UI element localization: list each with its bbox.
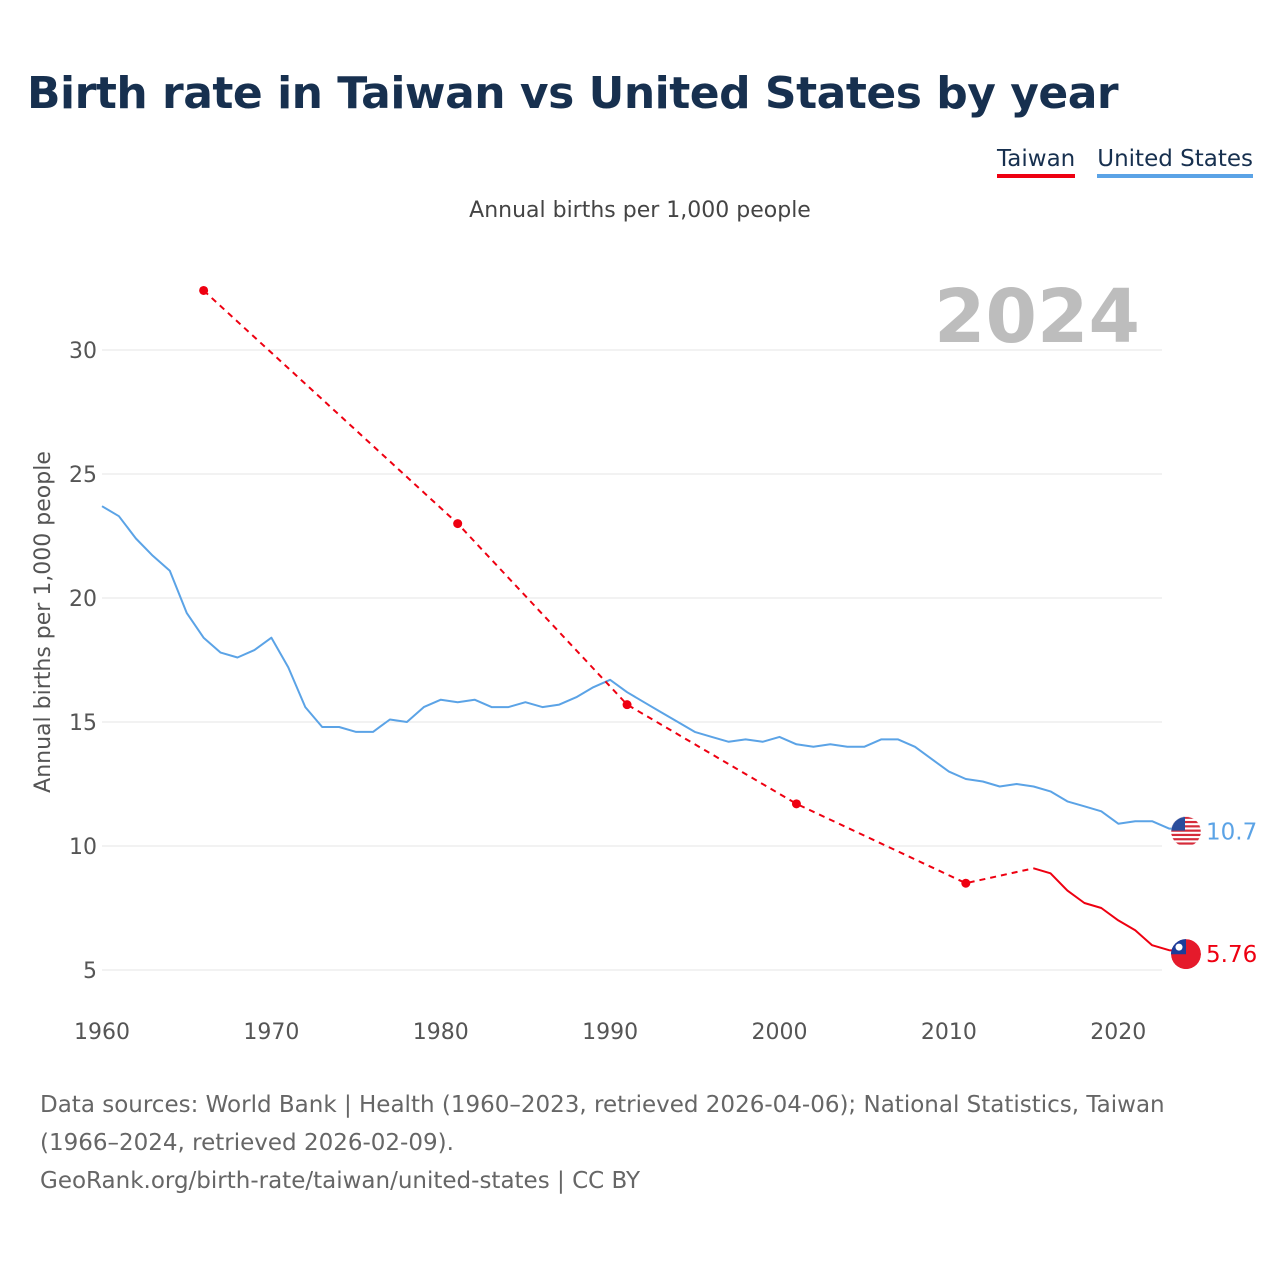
y-axis-ticks: 5 10 15 20 25 30 [69,339,97,984]
x-tick-label-2020: 2020 [1090,1020,1146,1045]
y-tick-label-15: 15 [69,711,97,736]
data-point-taiwan-1991 [622,700,632,710]
year-watermark: 2024 [934,274,1140,360]
y-tick-label-30: 30 [69,339,97,364]
footer: Data sources: World Bank | Health (1960–… [40,1086,1250,1200]
end-label-taiwan: 5.76 [1206,942,1257,968]
x-tick-label-2000: 2000 [752,1020,808,1045]
data-sources: Data sources: World Bank | Health (1960–… [40,1092,1165,1156]
x-axis-ticks: 1960 1970 1980 1990 2000 2010 2020 [74,1020,1146,1045]
x-tick-label-1990: 1990 [582,1020,638,1045]
y-tick-label-20: 20 [69,587,97,612]
legend: Taiwan United States [997,146,1253,178]
y-axis-label: Annual births per 1,000 people [31,451,56,793]
x-tick-label-1960: 1960 [74,1020,130,1045]
x-tick-label-1980: 1980 [413,1020,469,1045]
end-labels: 10.7 5.76 [1171,816,1257,970]
y-tick-label-5: 5 [83,959,97,984]
us-flag-icon [1171,816,1201,847]
taiwan-flag-icon [1171,939,1201,970]
y-tick-label-10: 10 [69,835,97,860]
data-point-taiwan-2011 [961,878,971,888]
line-chart: 5 10 15 20 25 30 1960 1970 1980 1990 2000 2010 2020… [31,274,1257,1045]
series-line-united_states-solid [101,505,1186,830]
x-tick-label-1970: 1970 [243,1020,299,1045]
series-layer [101,285,1187,953]
data-point-taiwan-2001 [791,799,801,809]
data-point-taiwan-1966 [199,285,209,295]
legend-item-taiwan[interactable]: Taiwan [997,146,1076,178]
data-point-taiwan-1981 [453,519,463,529]
credit-link[interactable]: GeoRank.org/birth-rate/taiwan/united-sta… [40,1168,641,1194]
series-line-taiwan-dashed [202,289,1034,885]
chart-title: Birth rate in Taiwan vs United States by… [27,68,1119,119]
y-tick-label-25: 25 [69,463,97,488]
series-line-taiwan-solid [1033,867,1187,953]
chart-subtitle: Annual births per 1,000 people [469,198,811,223]
end-label-united_states: 10.7 [1206,820,1257,846]
grid-lines [102,349,1162,971]
x-tick-label-2010: 2010 [921,1020,977,1045]
legend-item-united-states[interactable]: United States [1097,146,1253,178]
